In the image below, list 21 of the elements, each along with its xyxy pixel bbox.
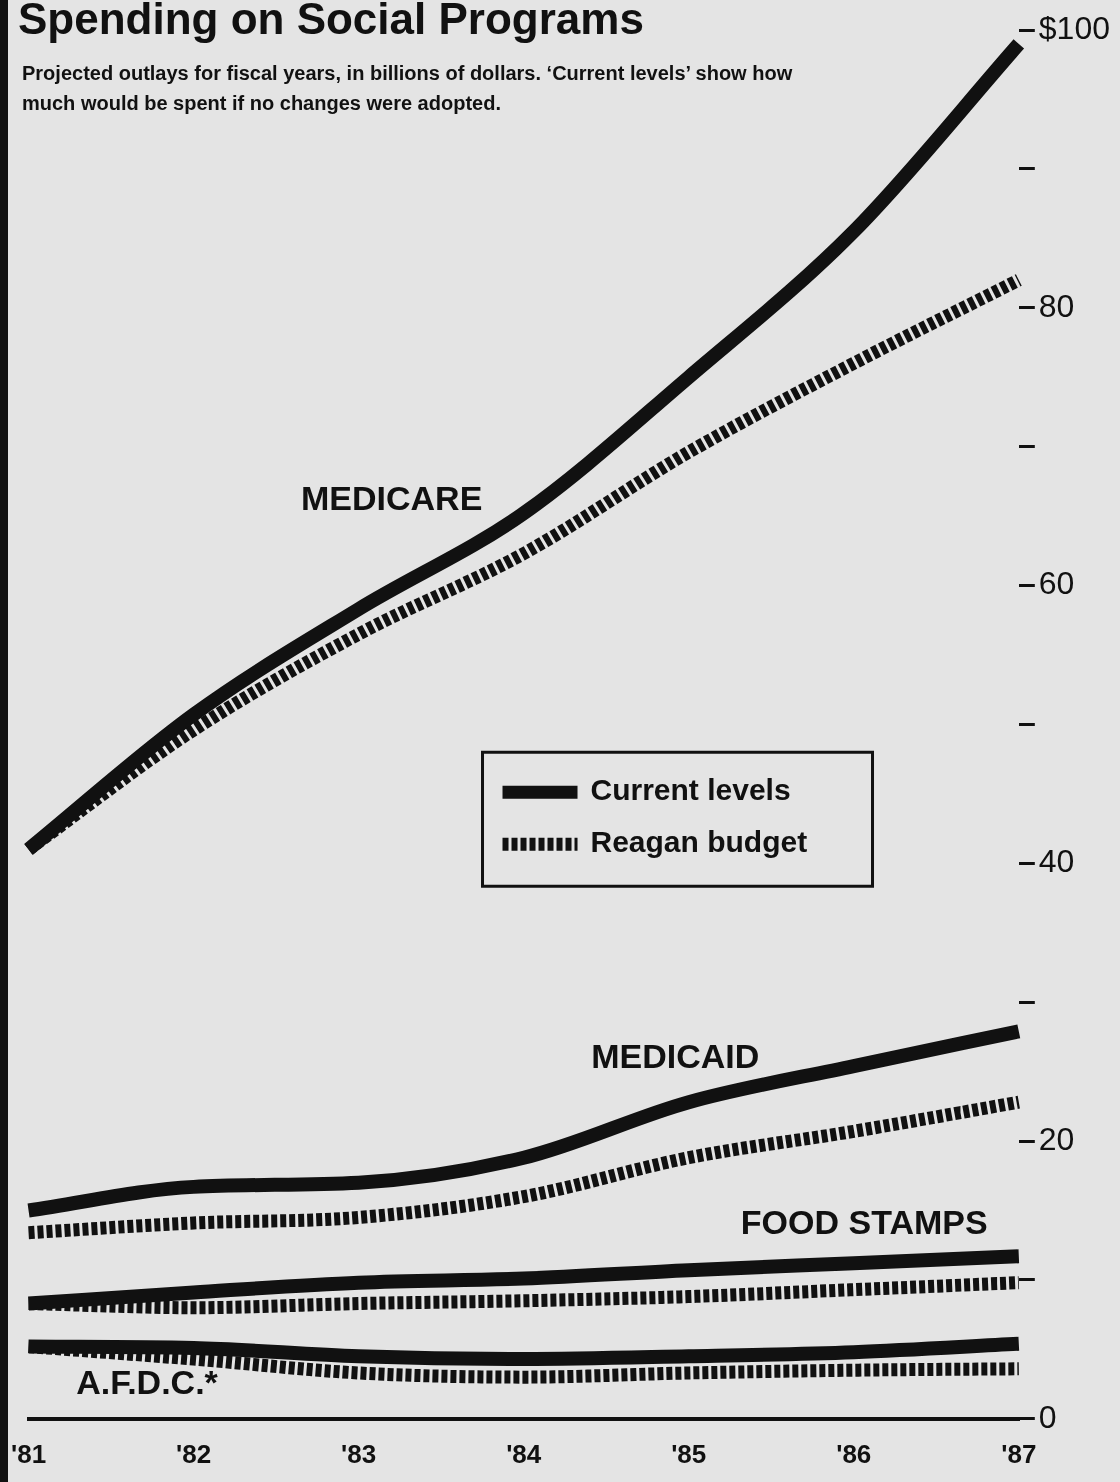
x-tick-label: '86 <box>836 1438 872 1469</box>
annotation: MEDICARE <box>300 479 483 518</box>
chart-title: Spending on Social Programs <box>18 0 644 44</box>
y-tick-label: 80 <box>1038 287 1075 324</box>
x-tick-label: '83 <box>341 1438 377 1469</box>
legend-label: Current levels <box>590 773 791 807</box>
annotation: A.F.D.C.* <box>76 1362 219 1401</box>
annotation: FOOD STAMPS <box>740 1202 988 1241</box>
y-tick-label: 0 <box>1038 1398 1057 1435</box>
y-tick-label: 20 <box>1038 1120 1075 1157</box>
legend-label: Reagan budget <box>590 825 808 859</box>
x-tick-label: '85 <box>671 1438 707 1469</box>
y-tick-label: $100 <box>1038 9 1110 46</box>
y-tick-label: 40 <box>1038 843 1075 880</box>
x-tick-label: '87 <box>1001 1438 1037 1469</box>
annotation: MEDICAID <box>591 1036 760 1075</box>
x-tick-label: '82 <box>176 1438 212 1469</box>
x-tick-label: '81 <box>11 1438 47 1469</box>
y-tick-label: 60 <box>1038 565 1075 602</box>
text: Projected outlays for fiscal years, in billions of dollars. ‘Current levels’ show how much would be spent if no changes were adopted. <box>22 61 794 116</box>
x-tick-label: '84 <box>506 1438 542 1469</box>
